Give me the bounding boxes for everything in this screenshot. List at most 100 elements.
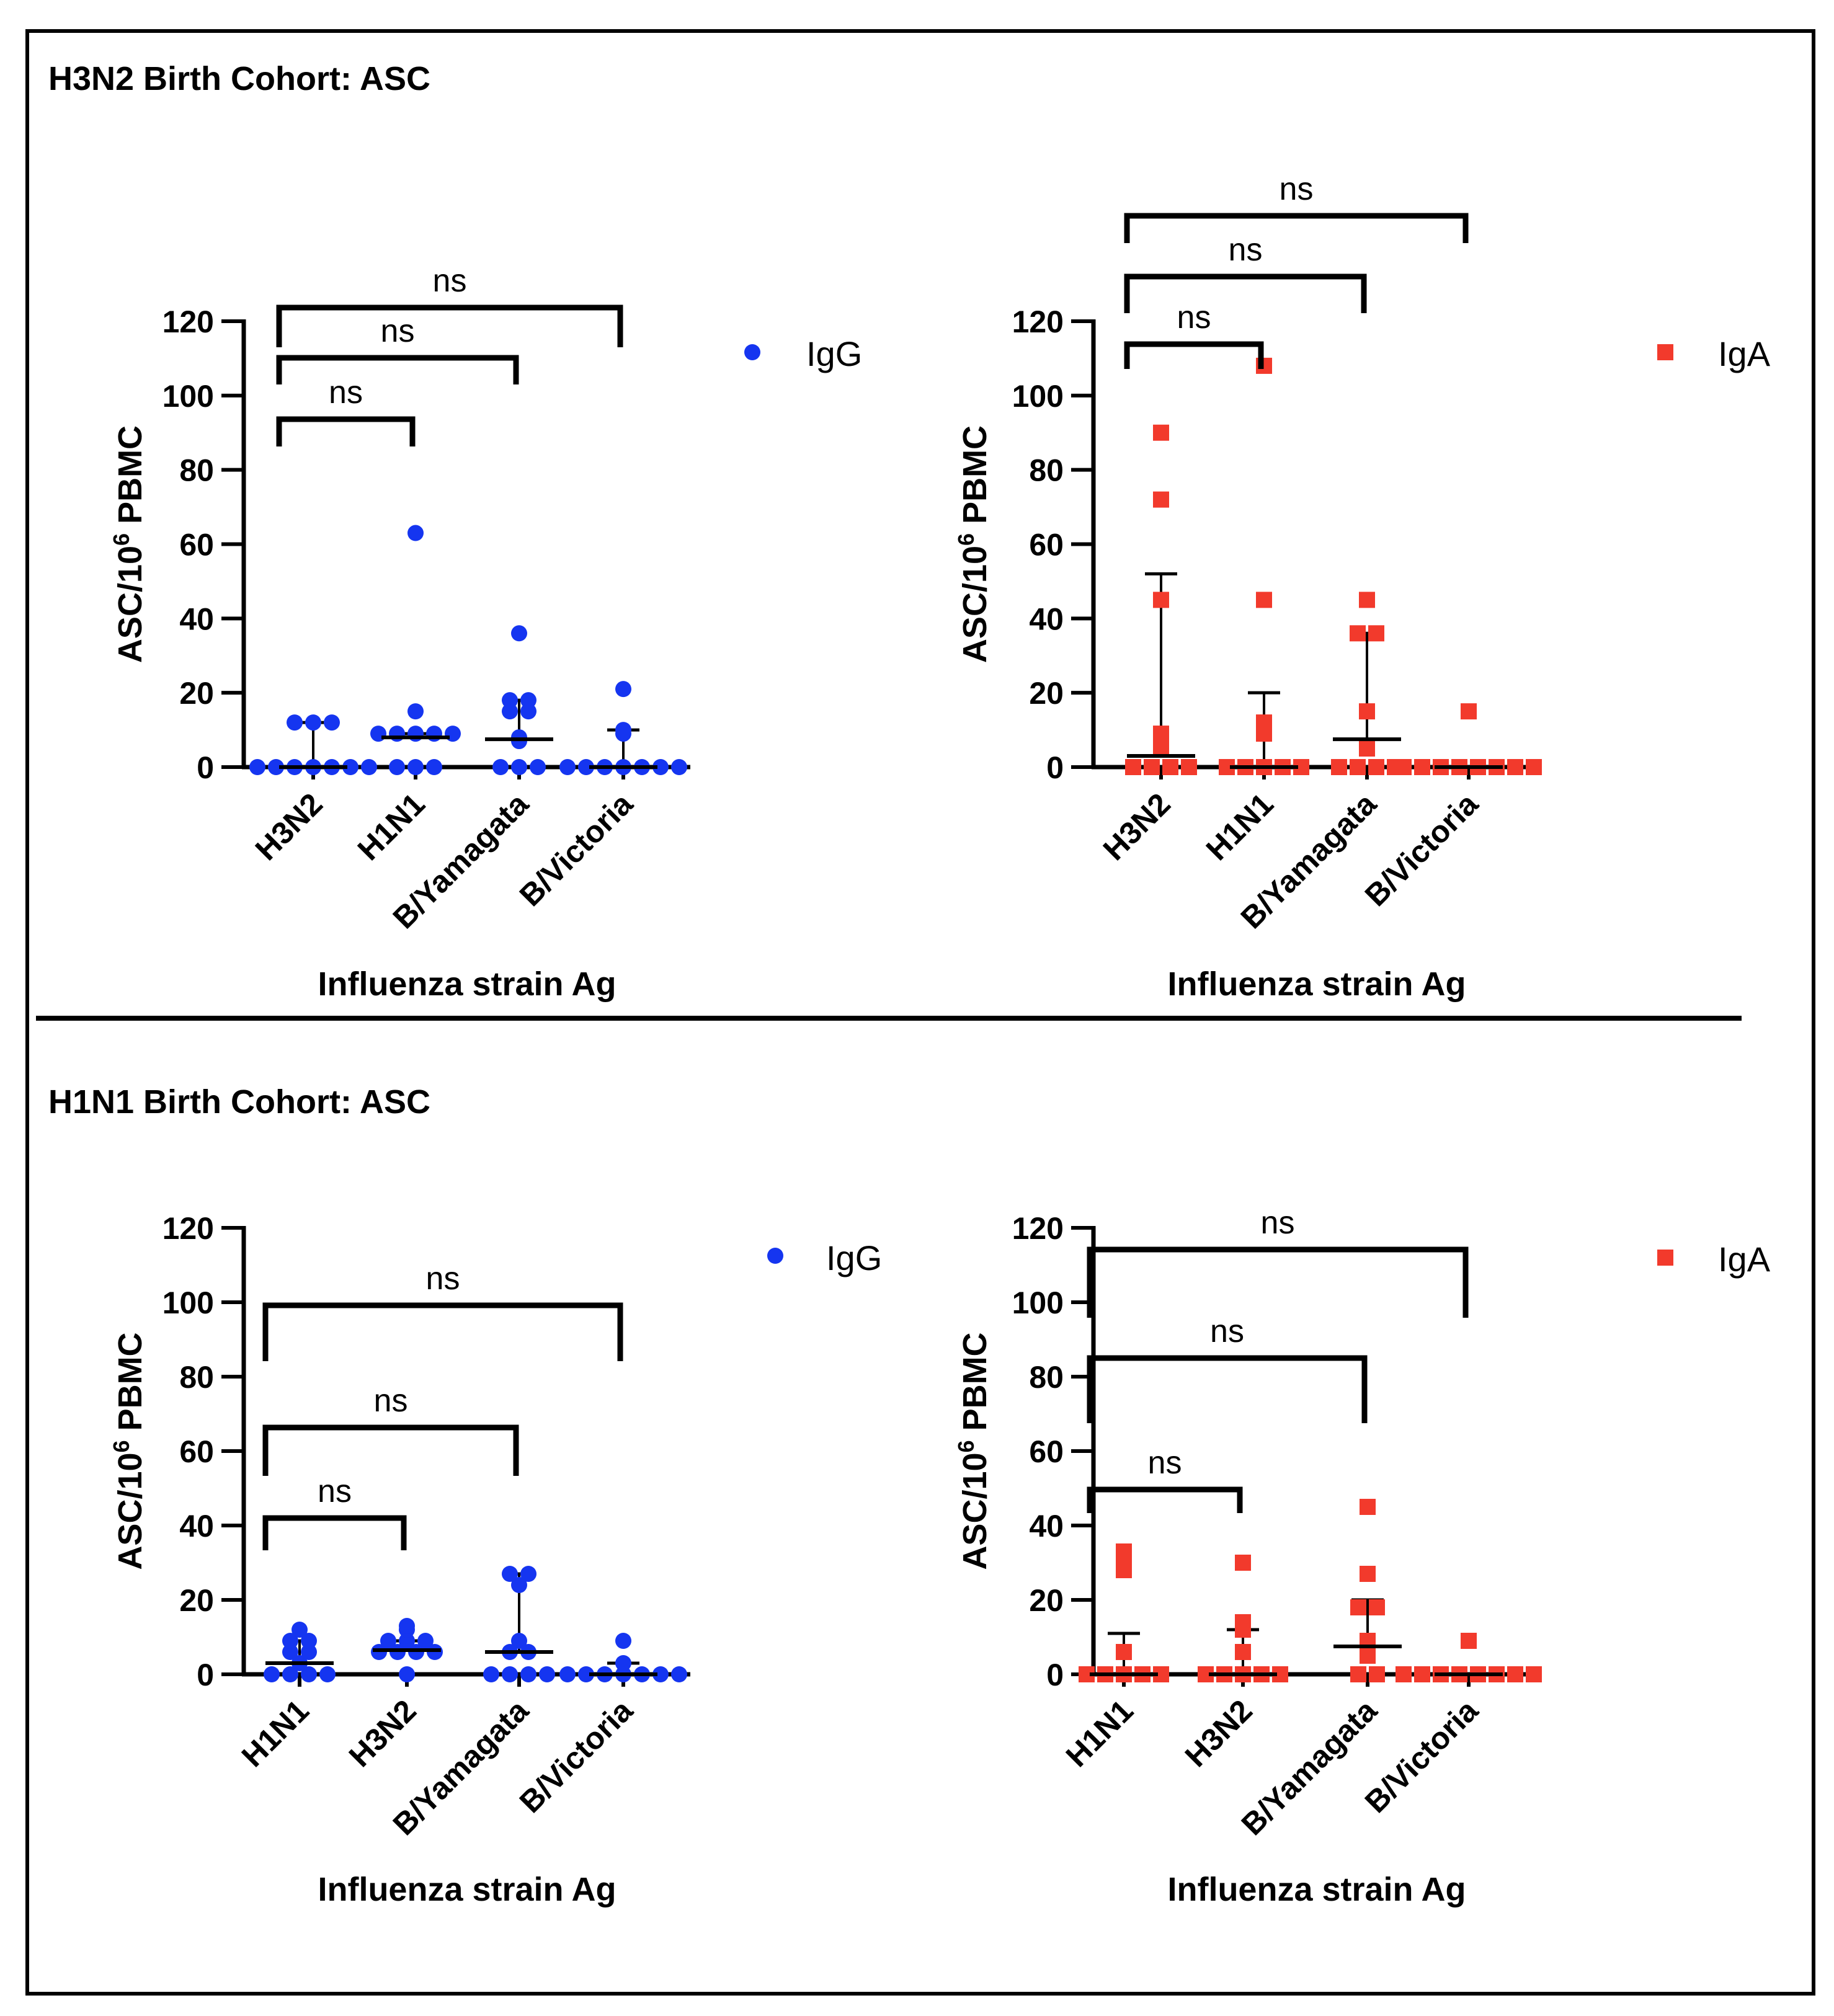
x-category-label: H1N1 (1200, 786, 1280, 867)
significance-label: ns (1280, 171, 1314, 207)
x-category-label: H3N2 (249, 786, 329, 867)
y-tick-label: 40 (179, 602, 214, 636)
data-point (483, 1666, 499, 1682)
y-axis-title: ASC/106 PBMC (953, 425, 994, 663)
data-point (370, 726, 386, 742)
data-point (319, 1666, 336, 1682)
data-point (1368, 625, 1384, 642)
x-category-label: H3N2 (1178, 1693, 1259, 1774)
data-point (615, 1655, 631, 1671)
x-category-label: B/Victoria (513, 1692, 640, 1819)
y-tick-label: 0 (197, 750, 214, 785)
data-point (1360, 1566, 1376, 1582)
data-point (1181, 759, 1197, 775)
chart-panel-3: 0 20 40 60 80 100 120 ASC/106 PBMC H1N1 H3N2B/Yam… (953, 1205, 1771, 1908)
y-tick-label: 120 (162, 304, 214, 339)
data-point (1359, 592, 1375, 608)
data-point (1396, 1666, 1412, 1682)
data-point (615, 1633, 631, 1649)
data-point (426, 759, 442, 775)
significance-label: ns (426, 1261, 460, 1297)
data-point (1359, 703, 1375, 720)
data-point (282, 1633, 298, 1649)
y-tick-label: 40 (179, 1509, 214, 1543)
data-point (287, 714, 303, 731)
data-point (1369, 1599, 1385, 1615)
legend-marker (744, 344, 760, 360)
data-point (249, 759, 265, 775)
x-category-label: H1N1 (1059, 1693, 1140, 1774)
data-point (399, 1633, 415, 1649)
significance-bracket (276, 416, 416, 446)
y-tick-label: 80 (179, 1360, 214, 1395)
significance-bracket (1087, 1246, 1469, 1318)
y-tick-label: 0 (1046, 750, 1064, 785)
data-point (615, 722, 631, 739)
data-point (282, 1666, 298, 1682)
data-point (1359, 740, 1375, 757)
figure-frame (25, 29, 1815, 1996)
data-point (1461, 1633, 1477, 1649)
data-point (502, 703, 518, 720)
significance-label: ns (433, 263, 467, 299)
significance-label: ns (1177, 300, 1211, 335)
data-point (559, 759, 576, 775)
data-point (578, 759, 594, 775)
data-point (1507, 1666, 1523, 1682)
data-point (1256, 592, 1272, 608)
data-point (407, 759, 424, 775)
significance-label: ns (1210, 1313, 1244, 1349)
data-point (342, 759, 358, 775)
data-point (1235, 1555, 1251, 1571)
section-title-h3n2: H3N2 Birth Cohort: ASC (48, 60, 430, 97)
y-axis-title: ASC/106 PBMC (109, 1332, 149, 1570)
x-category-label: H1N1 (351, 786, 432, 867)
data-point (301, 1666, 317, 1682)
y-tick-label: 100 (1012, 379, 1064, 414)
x-category-label: B/Yamagata (1235, 1692, 1384, 1842)
significance-label: ns (1261, 1205, 1295, 1241)
data-point (1125, 759, 1141, 775)
data-point (1256, 714, 1272, 731)
data-point (520, 692, 536, 709)
y-tick-label: 20 (1029, 676, 1064, 711)
significance-label: ns (381, 313, 415, 349)
y-tick-label: 20 (179, 1583, 214, 1618)
data-point (1414, 1666, 1430, 1682)
data-point (1396, 759, 1412, 775)
data-point (1526, 759, 1542, 775)
data-point (1369, 1666, 1385, 1682)
data-point (578, 1666, 594, 1682)
data-point (361, 759, 377, 775)
data-point (1350, 625, 1366, 642)
data-point (305, 714, 321, 731)
significance-bracket (276, 304, 623, 347)
data-point (652, 1666, 669, 1682)
data-point (380, 1633, 396, 1649)
significance-label: ns (318, 1473, 352, 1509)
legend-label: IgA (1718, 334, 1771, 373)
significance-bracket (1124, 341, 1264, 369)
section-title-h1n1: H1N1 Birth Cohort: ASC (48, 1083, 430, 1121)
data-point (1153, 592, 1169, 608)
significance-bracket (262, 1515, 407, 1550)
y-tick-label: 80 (179, 453, 214, 488)
y-tick-label: 20 (1029, 1583, 1064, 1618)
data-point (671, 1666, 687, 1682)
legend-label: IgG (806, 334, 862, 373)
legend-marker (1657, 1250, 1673, 1266)
significance-bracket (1124, 213, 1469, 243)
y-tick-label: 40 (1029, 1509, 1064, 1543)
data-point (282, 1644, 298, 1660)
legend-marker (767, 1248, 783, 1264)
x-category-label: H3N2 (342, 1693, 423, 1774)
data-point (1153, 424, 1169, 441)
data-point (652, 759, 669, 775)
significance-bracket (1087, 1486, 1243, 1513)
x-category-label: H1N1 (235, 1693, 316, 1774)
data-point (1153, 491, 1169, 508)
x-category-label: B/Victoria (513, 786, 640, 913)
x-axis-title: Influenza strain Ag (1167, 1871, 1466, 1908)
data-point (520, 703, 536, 720)
